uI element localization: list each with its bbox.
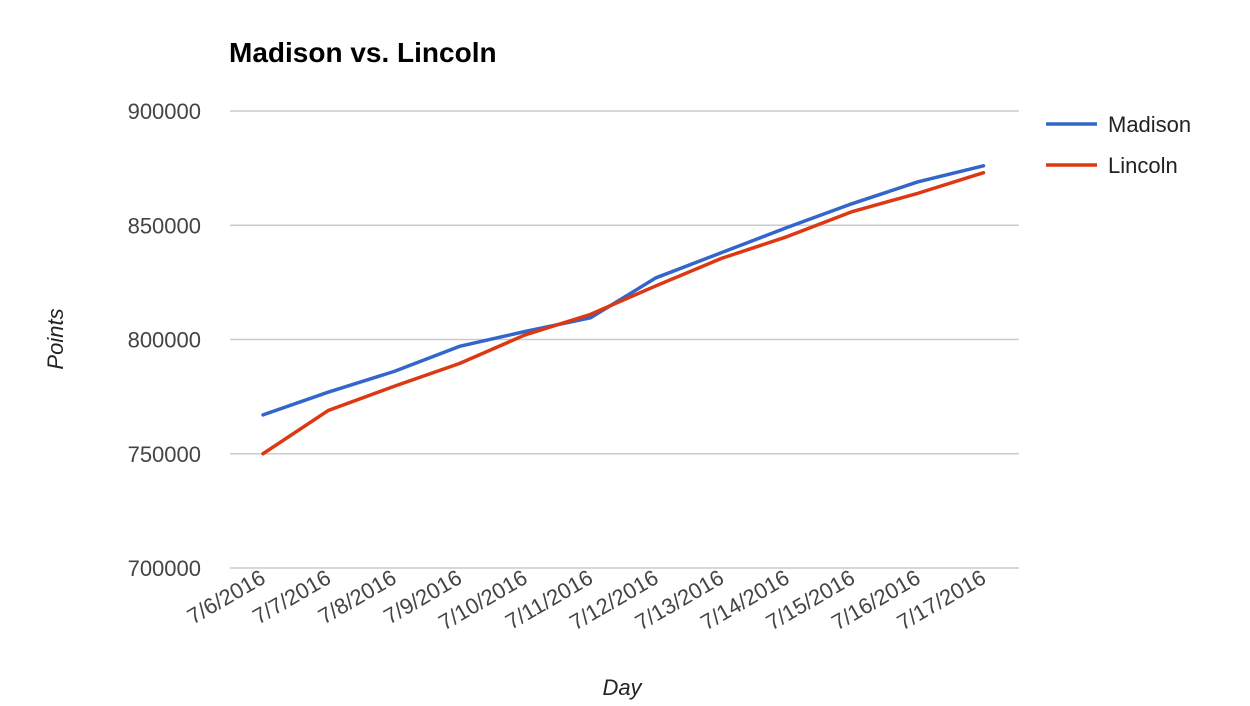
chart-title: Madison vs. Lincoln [229,37,497,68]
y-tick-label: 850000 [128,213,201,238]
legend-label: Madison [1108,112,1191,137]
y-tick-label: 900000 [128,99,201,124]
legend: Madison Lincoln [1046,112,1191,178]
legend-label: Lincoln [1108,153,1178,178]
y-axis-ticks: 700000 750000 800000 850000 900000 [128,99,201,581]
series-lines [261,164,986,456]
y-axis-title: Points [43,308,68,369]
series-line-lincoln [261,170,986,456]
gridlines [230,110,1019,569]
y-tick-label: 700000 [128,556,201,581]
x-axis-title: Day [602,675,643,700]
x-axis-ticks: 7/6/20167/7/20167/8/20167/9/20167/10/201… [183,565,990,636]
series-line-madison [261,164,986,417]
y-tick-label: 800000 [128,328,201,353]
y-tick-label: 750000 [128,442,201,467]
